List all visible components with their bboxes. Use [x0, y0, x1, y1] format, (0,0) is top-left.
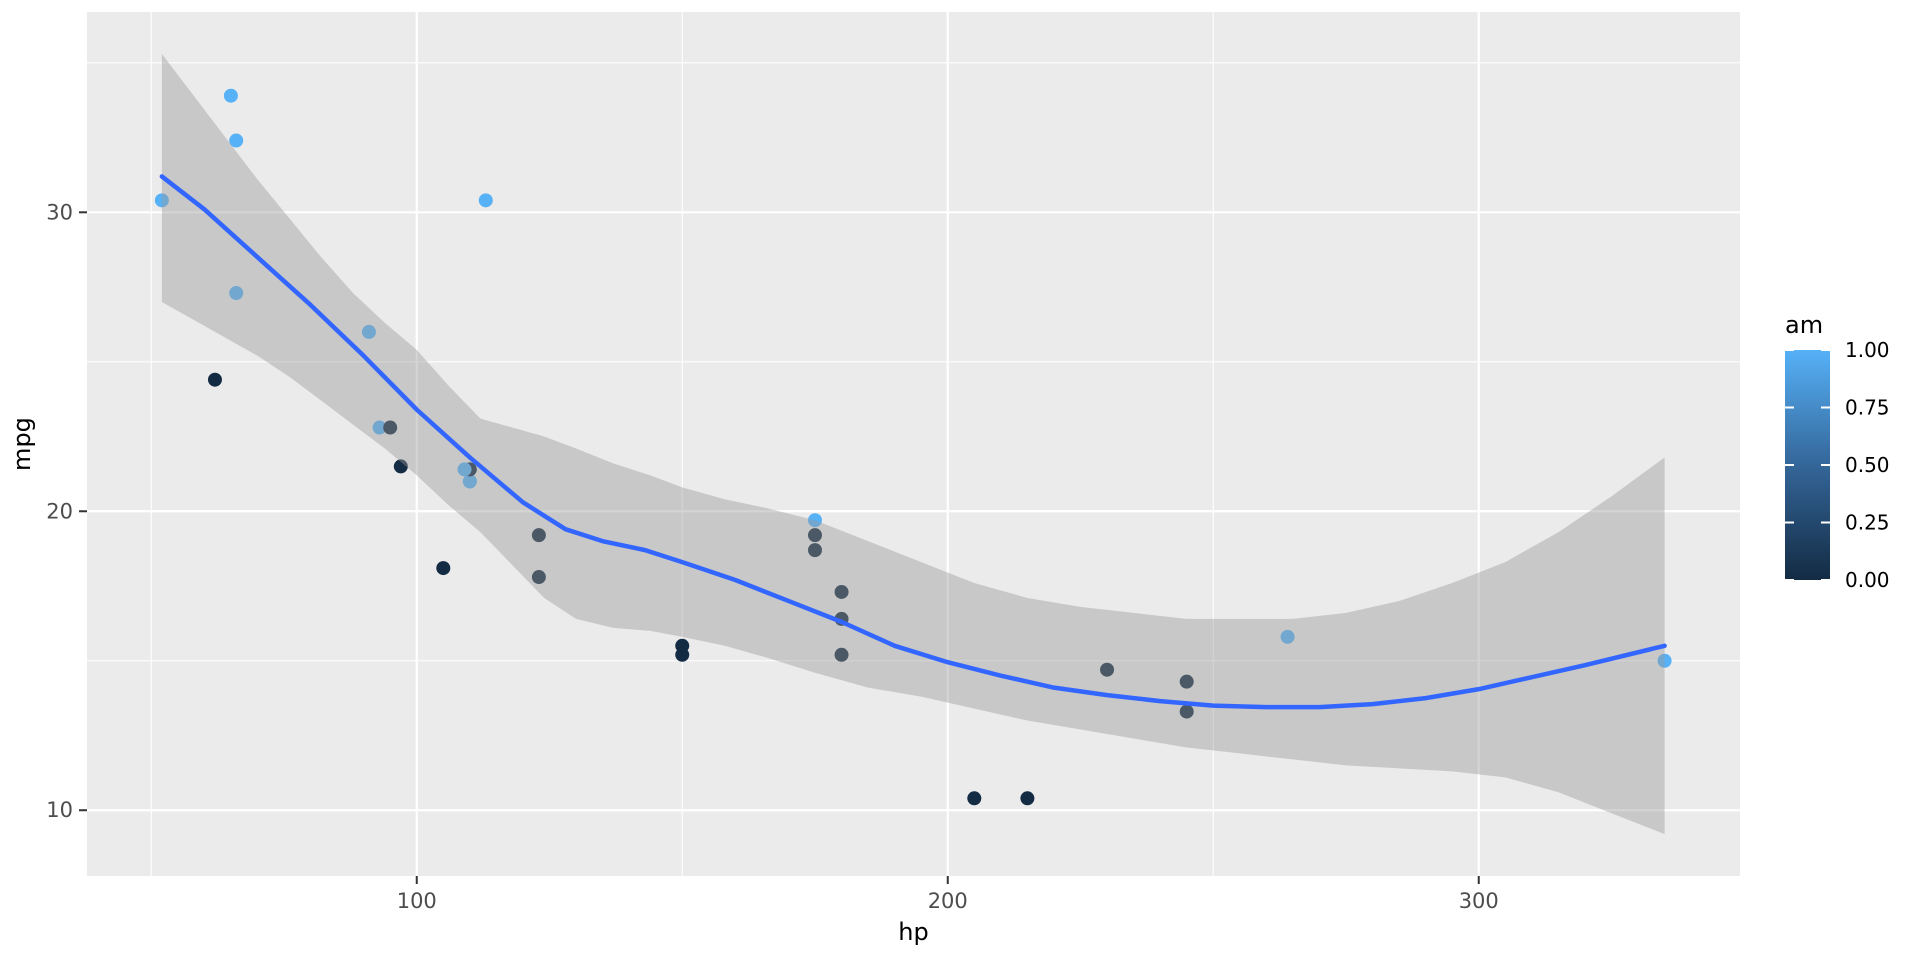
data-point: [807, 528, 822, 543]
data-point: [1280, 629, 1295, 644]
y-tick-label: 30: [46, 200, 73, 224]
data-point: [967, 791, 982, 806]
legend-tick-label: 0.75: [1845, 396, 1890, 420]
legend-title: am: [1785, 311, 1823, 339]
x-axis-title: hp: [898, 918, 928, 946]
y-axis-title: mpg: [8, 417, 36, 471]
data-point: [1657, 653, 1672, 668]
grid-minor: [87, 12, 1740, 876]
data-point: [478, 193, 493, 208]
data-point: [531, 528, 546, 543]
data-point: [531, 570, 546, 585]
legend: am 1.00 0.75 0.50 0.25 0.00: [1785, 311, 1890, 592]
data-point: [1020, 791, 1035, 806]
data-point: [834, 647, 849, 662]
data-point: [1179, 674, 1194, 689]
data-point: [229, 286, 244, 301]
data-point: [154, 193, 169, 208]
data-point: [1179, 704, 1194, 719]
data-point: [462, 474, 477, 489]
confidence-ribbon: [161, 53, 1665, 835]
data-point: [207, 372, 222, 387]
legend-tick-label: 0.00: [1845, 568, 1890, 592]
x-tick-label: 100: [397, 889, 437, 913]
data-points: [154, 88, 1672, 806]
plot-panel: [87, 12, 1740, 876]
data-point: [361, 324, 376, 339]
data-point: [834, 584, 849, 599]
data-point: [457, 462, 472, 477]
grid-major: [87, 12, 1740, 876]
data-point: [393, 459, 408, 474]
y-tick-label: 10: [46, 798, 73, 822]
x-axis-tick-labels: 100 200 300: [397, 889, 1499, 913]
axis-tick-marks: [79, 211, 1480, 884]
data-point: [383, 420, 398, 435]
data-point: [223, 88, 238, 103]
legend-labels: 1.00 0.75 0.50 0.25 0.00: [1845, 338, 1890, 592]
data-point: [372, 420, 387, 435]
legend-tick-label: 0.25: [1845, 511, 1890, 535]
data-point: [807, 543, 822, 558]
data-point: [675, 647, 690, 662]
x-tick-label: 200: [928, 889, 968, 913]
legend-tick-label: 0.50: [1845, 453, 1890, 477]
legend-colorbar-ticks: [1785, 349, 1830, 581]
data-point: [229, 133, 244, 148]
data-point: [1100, 662, 1115, 677]
smooth-line: [159, 174, 1667, 710]
x-tick-label: 300: [1459, 889, 1499, 913]
y-tick-label: 20: [46, 499, 73, 523]
legend-tick-label: 1.00: [1845, 338, 1890, 362]
y-axis-tick-labels: 10 20 30: [46, 200, 73, 822]
data-point: [807, 513, 822, 528]
data-point: [436, 561, 451, 576]
